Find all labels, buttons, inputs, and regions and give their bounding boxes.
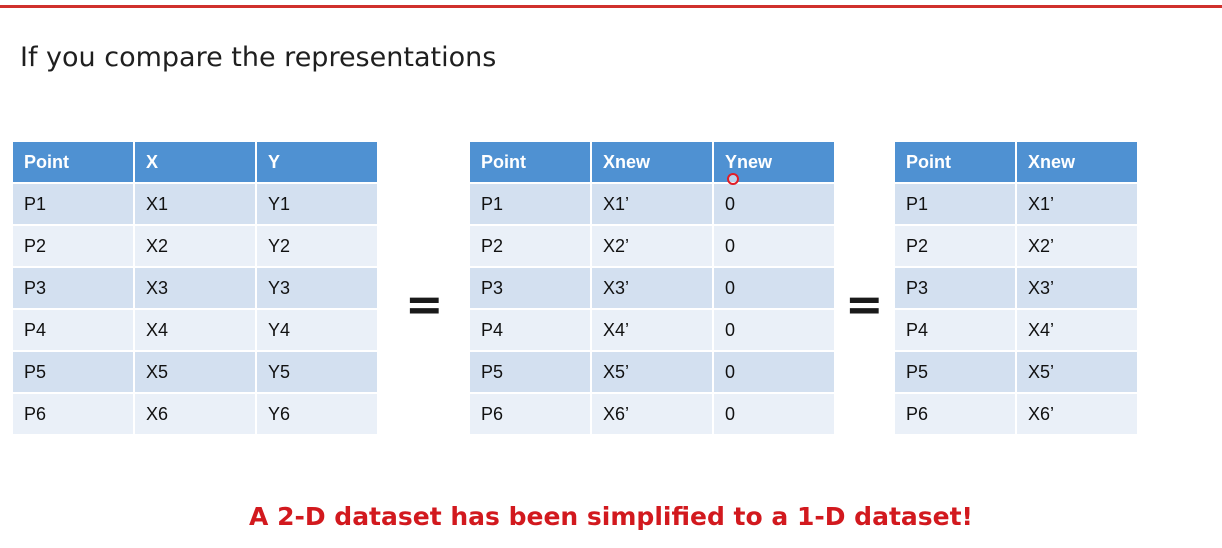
table-cell: Y5 [257, 352, 377, 392]
table-row: P3 X3 Y3 [13, 268, 377, 308]
table-header-row: Point Xnew [895, 142, 1137, 182]
table-row: P5 X5 Y5 [13, 352, 377, 392]
table-row: P6 X6’ [895, 394, 1137, 434]
table-cell: X1’ [592, 184, 712, 224]
slide-heading: If you compare the representations [20, 42, 497, 73]
table-row: P1 X1’ [895, 184, 1137, 224]
table-cell: P4 [470, 310, 590, 350]
table-cell: Y4 [257, 310, 377, 350]
table-cell: 0 [714, 226, 834, 266]
table-cell: 0 [714, 394, 834, 434]
table-cell: P4 [895, 310, 1015, 350]
column-header: Y [257, 142, 377, 182]
table-row: P2 X2 Y2 [13, 226, 377, 266]
table-cell: 0 [714, 310, 834, 350]
table-cell: X6’ [1017, 394, 1137, 434]
table-cell: 0 [714, 268, 834, 308]
transformed-data-table: Point Xnew Ynew P1 X1’ 0 P2 X2’ 0 P3 X3’… [468, 140, 836, 436]
equals-sign: = [845, 277, 884, 331]
table-cell: P1 [895, 184, 1015, 224]
table-cell: Y2 [257, 226, 377, 266]
table-row: P4 X4’ 0 [470, 310, 834, 350]
table-header-row: Point X Y [13, 142, 377, 182]
table-cell: X5’ [592, 352, 712, 392]
table-cell: X1 [135, 184, 255, 224]
table-cell: X3’ [1017, 268, 1137, 308]
table-cell: X1’ [1017, 184, 1137, 224]
original-data-table: Point X Y P1 X1 Y1 P2 X2 Y2 P3 X3 Y3 P4 … [11, 140, 379, 436]
table-row: P2 X2’ 0 [470, 226, 834, 266]
table-cell: P1 [13, 184, 133, 224]
column-header: X [135, 142, 255, 182]
table-row: P4 X4 Y4 [13, 310, 377, 350]
cursor-pointer-icon [727, 173, 739, 185]
table-cell: X6’ [592, 394, 712, 434]
table-cell: X2 [135, 226, 255, 266]
table-cell: X3’ [592, 268, 712, 308]
table-row: P1 X1 Y1 [13, 184, 377, 224]
table-cell: Y3 [257, 268, 377, 308]
table-cell: X2’ [592, 226, 712, 266]
reduced-data-table: Point Xnew P1 X1’ P2 X2’ P3 X3’ P4 X4’ P… [893, 140, 1139, 436]
table-cell: Y1 [257, 184, 377, 224]
table-cell: P2 [895, 226, 1015, 266]
table-cell: P1 [470, 184, 590, 224]
table-header-row: Point Xnew Ynew [470, 142, 834, 182]
table-cell: P5 [13, 352, 133, 392]
table-cell: X5’ [1017, 352, 1137, 392]
table-cell: P6 [13, 394, 133, 434]
table-row: P2 X2’ [895, 226, 1137, 266]
table-row: P4 X4’ [895, 310, 1137, 350]
equals-sign: = [405, 277, 444, 331]
column-header: Point [470, 142, 590, 182]
table-row: P5 X5’ 0 [470, 352, 834, 392]
table-cell: P5 [470, 352, 590, 392]
table-cell: P4 [13, 310, 133, 350]
column-header: Xnew [1017, 142, 1137, 182]
table-cell: P3 [13, 268, 133, 308]
table-cell: X3 [135, 268, 255, 308]
table-cell: P6 [895, 394, 1015, 434]
table-cell: X2’ [1017, 226, 1137, 266]
table-cell: X4 [135, 310, 255, 350]
table-cell: 0 [714, 352, 834, 392]
table-row: P1 X1’ 0 [470, 184, 834, 224]
table-cell: X6 [135, 394, 255, 434]
table-cell: Y6 [257, 394, 377, 434]
table-cell: P5 [895, 352, 1015, 392]
table-cell: X4’ [1017, 310, 1137, 350]
table-row: P3 X3’ [895, 268, 1137, 308]
summary-caption: A 2-D dataset has been simplified to a 1… [249, 502, 973, 531]
column-header: Point [895, 142, 1015, 182]
table-row: P5 X5’ [895, 352, 1137, 392]
table-cell: P2 [470, 226, 590, 266]
table-cell: P3 [470, 268, 590, 308]
table-cell: P2 [13, 226, 133, 266]
table-cell: X5 [135, 352, 255, 392]
table-row: P3 X3’ 0 [470, 268, 834, 308]
table-row: P6 X6’ 0 [470, 394, 834, 434]
table-cell: 0 [714, 184, 834, 224]
table-row: P6 X6 Y6 [13, 394, 377, 434]
table-cell: P6 [470, 394, 590, 434]
top-accent-rule [0, 5, 1222, 8]
column-header: Point [13, 142, 133, 182]
table-cell: P3 [895, 268, 1015, 308]
table-cell: X4’ [592, 310, 712, 350]
column-header: Xnew [592, 142, 712, 182]
